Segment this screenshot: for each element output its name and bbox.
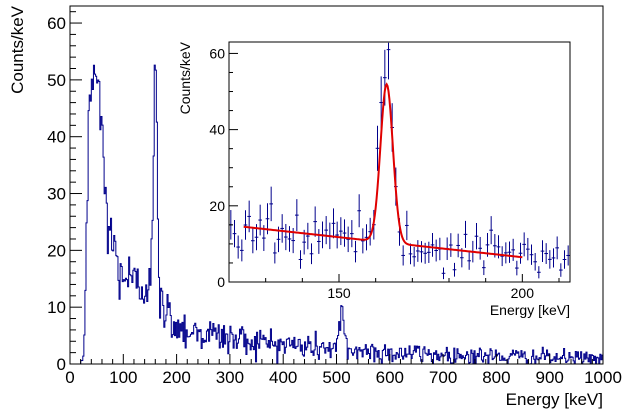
inset-y-tick-label: 20: [209, 198, 225, 214]
main-x-tick-label: 1000: [584, 368, 622, 387]
main-x-tick-label: 600: [376, 368, 404, 387]
main-y-axis-label: Counts/keV: [8, 5, 27, 94]
main-x-axis-label: Energy [keV]: [506, 390, 603, 409]
inset-x-tick-label: 150: [327, 285, 351, 301]
main-x-tick-label: 300: [216, 368, 244, 387]
inset-axes: 150 200 0 20 40 60: [209, 45, 560, 301]
main-x-tick-label: 800: [482, 368, 510, 387]
inset-plot: 150 200 0 20 40 60 Energy [keV] Counts/keV: [177, 41, 571, 318]
inset-plot-frame: [228, 41, 571, 283]
main-y-tick-label: 0: [57, 355, 66, 374]
inset-y-axis-label: Counts/keV: [177, 41, 193, 114]
main-x-tick-label: 900: [536, 368, 564, 387]
inset-x-axis-label: Energy [keV]: [490, 302, 570, 318]
inset-y-tick-label: 0: [217, 274, 225, 290]
main-y-tick-label: 50: [47, 71, 66, 90]
main-y-tick-label: 20: [47, 241, 66, 260]
main-plot: 0 100 200 300 400 500 600 700 800 900 100001020304…: [8, 5, 622, 409]
main-x-tick-label: 200: [162, 368, 190, 387]
inset-x-tick-label: 200: [511, 285, 535, 301]
main-x-tick-label: 400: [269, 368, 297, 387]
main-histogram-line: [70, 64, 603, 365]
main-y-tick-label: 10: [47, 298, 66, 317]
inset-background: [229, 42, 570, 282]
main-x-tick-label: 500: [322, 368, 350, 387]
main-x-tick-label: 0: [65, 368, 74, 387]
main-axes: 0 100 200 300 400 500 600 700 800 900 100001020304…: [47, 11, 622, 387]
inset-y-tick-label: 60: [209, 45, 225, 61]
main-x-tick-label: 100: [109, 368, 137, 387]
inset-fit-curve: [243, 82, 523, 259]
main-histogram: [70, 64, 603, 365]
inset-y-tick-label: 40: [209, 122, 225, 138]
inset-fit-line: [243, 82, 523, 259]
main-y-tick-label: 30: [47, 185, 66, 204]
main-y-tick-label: 60: [47, 14, 66, 33]
main-x-tick-label: 700: [429, 368, 457, 387]
main-y-tick-label: 40: [47, 128, 66, 147]
